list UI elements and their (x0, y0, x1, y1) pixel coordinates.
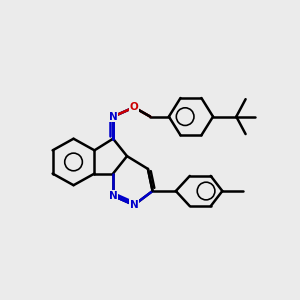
Text: N: N (130, 200, 138, 210)
Text: O: O (130, 102, 138, 112)
Text: N: N (109, 112, 117, 122)
Text: N: N (109, 191, 117, 201)
